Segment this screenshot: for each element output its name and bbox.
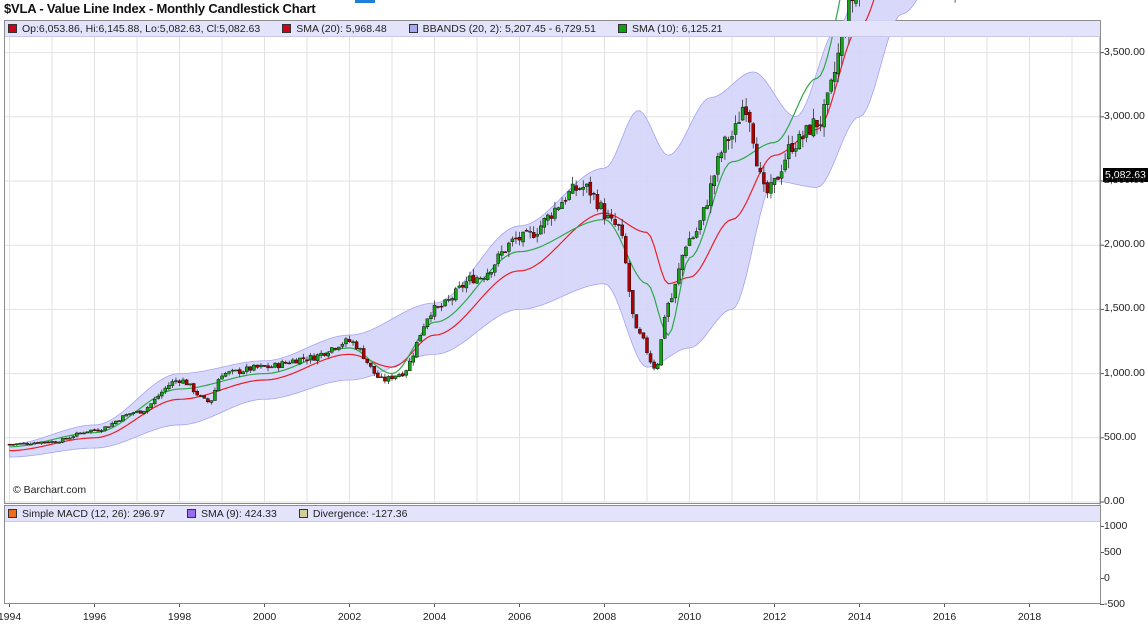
legend-macd-label: Simple MACD (12, 26): 296.97 xyxy=(22,507,165,520)
y-tick-label: 1,000.00 xyxy=(1104,366,1145,379)
macd-sma-swatch-icon xyxy=(186,509,196,518)
divergence-swatch-icon xyxy=(298,509,308,518)
chart-title: $VLA - Value Line Index - Monthly Candle… xyxy=(4,1,316,16)
y-tick-label: 500.00 xyxy=(1104,430,1137,443)
price-legend: Op:6,053.86, Hi:6,145.88, Lo:5,082.63, C… xyxy=(5,21,1100,37)
legend-macd-sma-label: SMA (9): 424.33 xyxy=(200,507,277,520)
y-tick-label: 1,500.00 xyxy=(1104,302,1145,315)
legend-bbands: BBANDS (20, 2): 5,207.45 - 6,729.51 xyxy=(408,22,597,35)
x-tick-label: 1996 xyxy=(82,611,107,623)
legend-bbands-label: BBANDS (20, 2): 5,207.45 - 6,729.51 xyxy=(422,22,597,35)
bbands-swatch-icon xyxy=(408,24,418,33)
x-tick-label: 2018 xyxy=(1017,611,1042,623)
y-tick-label: 2,000.00 xyxy=(1104,238,1145,251)
legend-sma20: SMA (20): 5,968.48 xyxy=(282,22,387,35)
x-tick-label: 2016 xyxy=(932,611,957,623)
x-tick-label: 2000 xyxy=(252,611,277,623)
x-tick-label: 1994 xyxy=(0,611,22,623)
macd-y-tick-label: -500 xyxy=(1104,597,1126,610)
legend-macd: Simple MACD (12, 26): 296.97 xyxy=(8,508,165,520)
y-tick-label: 3,000.00 xyxy=(1104,109,1145,122)
last-price-tag: 5,082.63 xyxy=(1103,168,1148,182)
x-tick-label: 2012 xyxy=(762,611,787,623)
x-tick-label: 2014 xyxy=(847,611,872,623)
legend-divergence-label: Divergence: -127.36 xyxy=(312,507,408,520)
macd-legend: Simple MACD (12, 26): 296.97 SMA (9): 42… xyxy=(5,506,1100,522)
macd-swatch-icon xyxy=(8,509,17,518)
selection-indicator xyxy=(355,0,375,3)
y-tick-label: 0.00 xyxy=(1104,495,1125,507)
macd-y-tick-label: 0 xyxy=(1104,571,1110,584)
y-tick-label: 3,500.00 xyxy=(1104,45,1145,58)
legend-ohlc: Op:6,053.86, Hi:6,145.88, Lo:5,082.63, C… xyxy=(8,23,260,35)
macd-panel[interactable]: Simple MACD (12, 26): 296.97 SMA (9): 42… xyxy=(4,505,1101,604)
legend-sma10-label: SMA (10): 6,125.21 xyxy=(632,22,723,35)
macd-y-tick-label: 500 xyxy=(1104,545,1122,558)
macd-y-tick-label: 1000 xyxy=(1104,519,1128,532)
legend-ohlc-label: Op:6,053.86, Hi:6,145.88, Lo:5,082.63, C… xyxy=(22,22,261,35)
sma10-swatch-icon xyxy=(618,24,628,33)
x-tick-label: 2010 xyxy=(677,611,702,623)
legend-macd-sma: SMA (9): 424.33 xyxy=(186,507,277,520)
x-tick-label: 1998 xyxy=(167,611,192,623)
ohlc-swatch-icon xyxy=(8,24,17,33)
x-tick-label: 2004 xyxy=(422,611,447,623)
price-panel[interactable]: Op:6,053.86, Hi:6,145.88, Lo:5,082.63, C… xyxy=(4,20,1101,504)
sma20-swatch-icon xyxy=(282,24,292,33)
x-tick-label: 2006 xyxy=(507,611,532,623)
legend-sma20-label: SMA (20): 5,968.48 xyxy=(296,22,387,35)
y-tick-label: 2,500.00 xyxy=(1104,174,1145,186)
x-tick-label: 2002 xyxy=(337,611,362,623)
legend-divergence: Divergence: -127.36 xyxy=(298,507,408,520)
legend-sma10: SMA (10): 6,125.21 xyxy=(618,22,723,35)
x-tick-label: 2008 xyxy=(592,611,617,623)
copyright-text: © Barchart.com xyxy=(13,484,87,496)
